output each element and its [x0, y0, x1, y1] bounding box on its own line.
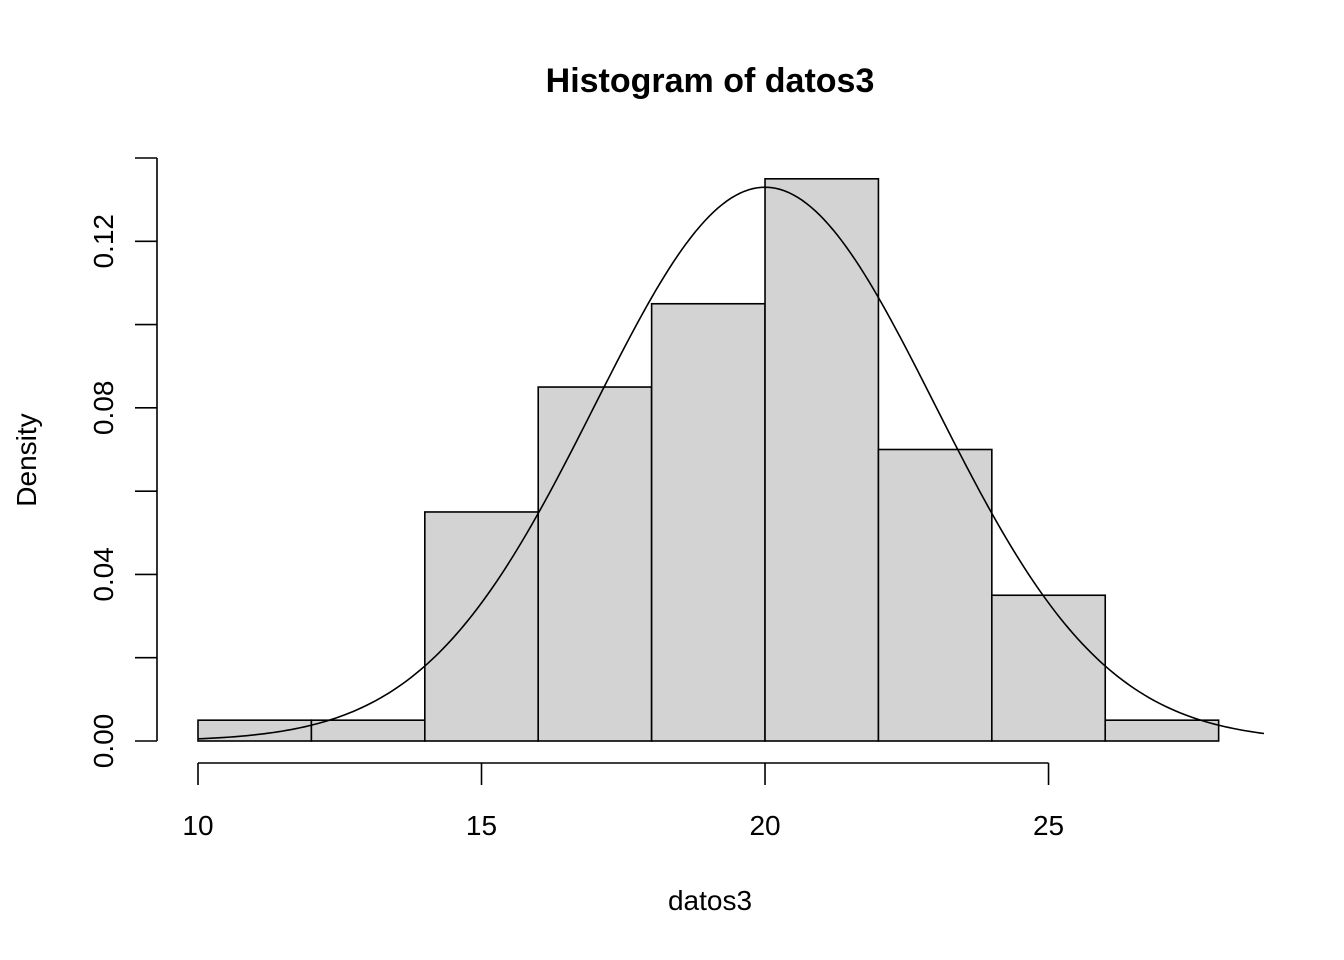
y-tick-label: 0.04 — [88, 547, 119, 602]
histogram-bar — [537, 386, 653, 742]
y-axis-label: Density — [11, 413, 42, 506]
histogram-bars — [197, 178, 1220, 742]
y-axis: 0.00 0.04 0.08 0.12 — [88, 157, 158, 769]
density-curve — [197, 186, 1265, 740]
density-curve-group — [197, 186, 1265, 740]
x-tick-label: 20 — [749, 810, 780, 841]
x-tick-label: 25 — [1033, 810, 1064, 841]
histogram-bar — [991, 594, 1107, 742]
histogram-bar — [1104, 719, 1220, 742]
y-tick-label: 0.12 — [88, 214, 119, 268]
chart-title: Histogram of datos3 — [546, 62, 875, 100]
histogram-bar — [650, 302, 766, 742]
x-axis-label: datos3 — [668, 885, 752, 916]
histogram-bar — [310, 719, 426, 742]
x-axis: 10 15 20 25 — [182, 762, 1064, 841]
y-tick-label: 0.08 — [88, 381, 119, 436]
histogram-bar — [764, 178, 880, 742]
histogram-bar — [877, 448, 993, 742]
histogram-bar — [424, 511, 540, 742]
x-tick-label: 10 — [182, 810, 213, 841]
y-tick-label: 0.00 — [88, 714, 119, 769]
x-tick-label: 15 — [466, 810, 497, 841]
